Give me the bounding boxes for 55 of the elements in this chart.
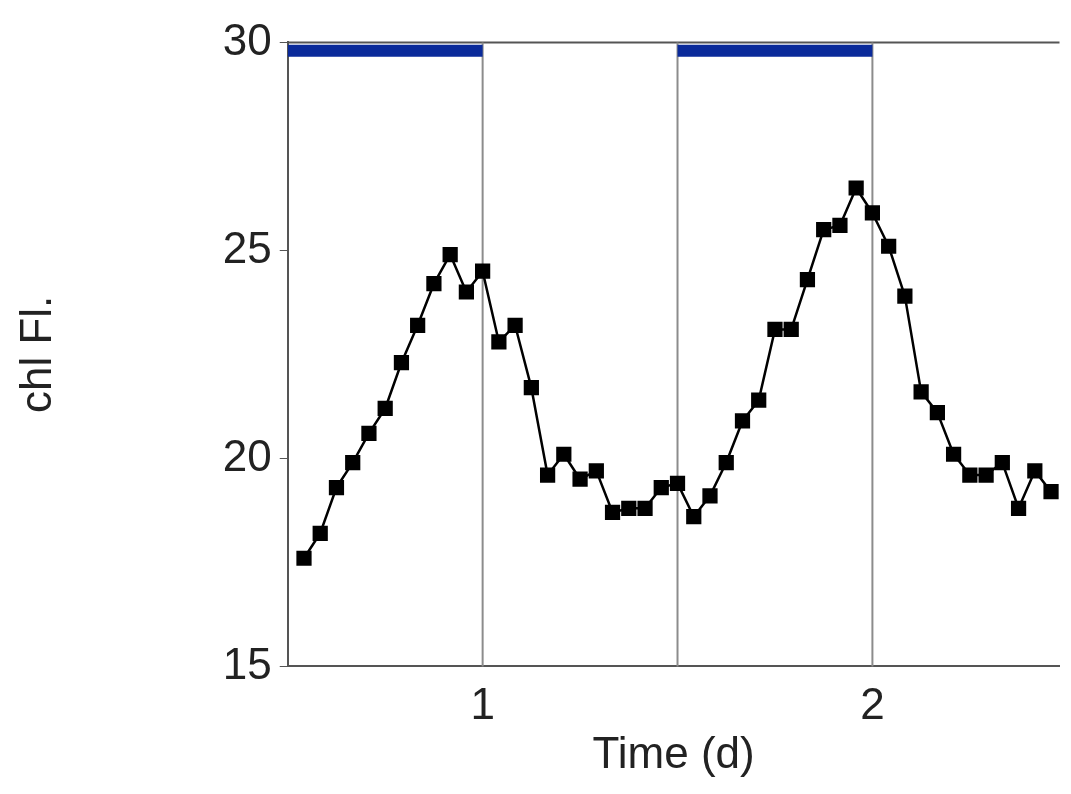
point [994, 454, 1010, 471]
point [686, 509, 702, 525]
point [751, 392, 767, 408]
point [783, 321, 799, 338]
point [945, 446, 962, 462]
point [377, 400, 393, 417]
point [475, 263, 491, 279]
y-tick-label: 25 [222, 222, 272, 272]
point [539, 467, 556, 483]
point [442, 246, 458, 263]
point [653, 479, 669, 496]
point [1010, 500, 1027, 516]
point [767, 321, 783, 338]
point [556, 446, 572, 462]
point [296, 550, 312, 566]
point [1027, 463, 1043, 479]
point [637, 500, 653, 516]
point [816, 221, 832, 238]
x-tick-label: 2 [860, 678, 885, 728]
x-axis-title: Time (d) [592, 727, 755, 777]
point [897, 288, 913, 304]
y-tick-label: 20 [222, 430, 272, 480]
point [718, 454, 734, 471]
point [458, 284, 474, 300]
point [393, 355, 410, 371]
point [978, 467, 994, 483]
point [734, 413, 751, 429]
point [864, 205, 881, 221]
point [491, 334, 507, 350]
point [799, 271, 816, 288]
point [507, 317, 523, 333]
point [604, 504, 621, 521]
point [1043, 484, 1059, 500]
point [361, 425, 377, 442]
point [328, 479, 345, 496]
point [962, 467, 978, 483]
point [523, 380, 539, 396]
point [410, 317, 426, 333]
point [848, 180, 864, 196]
point [913, 384, 929, 400]
y-tick-label: 30 [222, 14, 272, 64]
point [929, 405, 945, 421]
point [702, 488, 718, 504]
point [572, 471, 588, 487]
point [426, 276, 442, 292]
point [312, 525, 328, 541]
x-tick-label: 1 [470, 678, 495, 728]
point [669, 475, 686, 491]
point [881, 238, 897, 254]
point [345, 454, 361, 471]
y-tick-label: 15 [222, 638, 272, 688]
y-axis-title: chl Fl. [10, 295, 60, 414]
point [588, 463, 604, 479]
point [621, 500, 637, 516]
point [832, 217, 848, 234]
